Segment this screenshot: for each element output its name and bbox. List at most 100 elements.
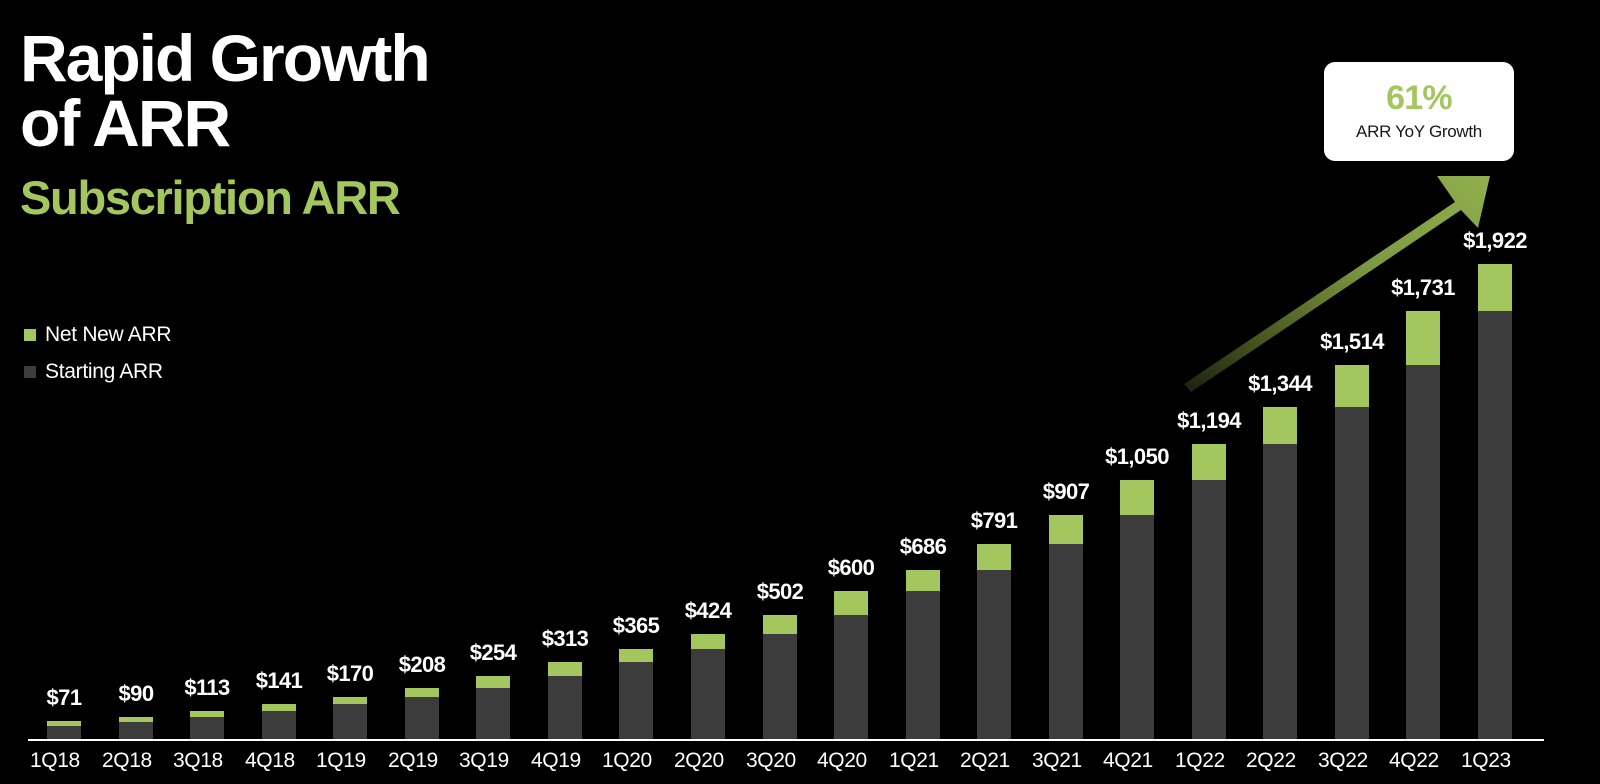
bar-segment-starting-arr bbox=[548, 676, 582, 739]
bar-stack bbox=[977, 543, 1011, 739]
page-subtitle: Subscription ARR bbox=[20, 171, 401, 225]
page-title-line-1: Rapid Growth bbox=[20, 21, 431, 95]
x-axis-tick-3q18: 3Q18 bbox=[173, 749, 223, 772]
bar-value-label-1q22: $1,194 bbox=[1177, 408, 1241, 434]
x-axis-tick-1q20: 1Q20 bbox=[602, 749, 652, 772]
callout-caption: ARR YoY Growth bbox=[1356, 122, 1482, 141]
x-axis-tick-1q21: 1Q21 bbox=[889, 749, 939, 772]
page-title-line-2: of ARR bbox=[20, 85, 231, 160]
bar-value-label-3q20: $502 bbox=[756, 579, 804, 605]
bar-segment-starting-arr bbox=[1478, 311, 1512, 739]
bar-segment-starting-arr bbox=[691, 648, 725, 739]
bar-stack bbox=[476, 676, 510, 739]
bar-segment-net-new-arr bbox=[1263, 407, 1297, 445]
legend-label-starting-arr: Starting ARR bbox=[45, 360, 163, 383]
bar-value-label-3q19: $254 bbox=[469, 640, 517, 666]
x-axis-tick-1q23: 1Q23 bbox=[1461, 749, 1511, 772]
bar-segment-net-new-arr bbox=[763, 615, 797, 635]
bar-segment-starting-arr bbox=[405, 697, 439, 739]
bar-segment-net-new-arr bbox=[333, 697, 367, 705]
bar-segment-starting-arr bbox=[1120, 514, 1154, 739]
x-axis-tick-3q20: 3Q20 bbox=[746, 749, 796, 772]
x-axis-tick-2q21: 2Q21 bbox=[960, 749, 1010, 772]
x-axis-tick-3q21: 3Q21 bbox=[1032, 749, 1082, 772]
x-axis-tick-1q19: 1Q19 bbox=[316, 749, 366, 772]
bar-segment-net-new-arr bbox=[1192, 444, 1226, 480]
bar-segment-starting-arr bbox=[47, 726, 81, 739]
bar-stack bbox=[119, 716, 153, 739]
bar-value-label-4q19: $313 bbox=[541, 625, 589, 651]
bar-value-label-2q22: $1,344 bbox=[1248, 371, 1312, 397]
bar-stack bbox=[47, 721, 81, 739]
bar-segment-net-new-arr bbox=[190, 711, 224, 717]
x-axis-line bbox=[28, 739, 1544, 741]
bar-segment-net-new-arr bbox=[906, 569, 940, 591]
bar-value-label-4q18: $141 bbox=[255, 668, 303, 694]
callout-value: 61% bbox=[1386, 79, 1452, 117]
bar-segment-starting-arr bbox=[119, 721, 153, 739]
chart-legend: Net New ARR Starting ARR bbox=[24, 322, 172, 396]
bar-stack bbox=[333, 697, 367, 739]
bar-segment-net-new-arr bbox=[1406, 311, 1440, 366]
bar-segment-starting-arr bbox=[1406, 365, 1440, 739]
x-axis-tick-2q19: 2Q19 bbox=[388, 749, 438, 772]
bar-value-label-3q22: $1,514 bbox=[1320, 329, 1384, 355]
bar-segment-net-new-arr bbox=[262, 704, 296, 712]
bar-segment-starting-arr bbox=[476, 687, 510, 739]
legend-item-net-new-arr: Net New ARR bbox=[24, 322, 172, 348]
bar-stack bbox=[1049, 514, 1083, 739]
bar-segment-starting-arr bbox=[262, 711, 296, 739]
bar-segment-starting-arr bbox=[834, 615, 868, 739]
x-axis-tick-4q22: 4Q22 bbox=[1389, 749, 1439, 772]
bar-stack bbox=[1406, 311, 1440, 739]
bar-segment-net-new-arr bbox=[619, 648, 653, 662]
bar-stack bbox=[1335, 365, 1369, 739]
headline-block: Rapid Growth of ARR Subscription ARR bbox=[20, 21, 640, 225]
bar-stack bbox=[548, 661, 582, 739]
bar-segment-starting-arr bbox=[1049, 543, 1083, 739]
bar-value-label-2q18: $90 bbox=[118, 680, 155, 706]
bar-stack bbox=[405, 687, 439, 739]
x-axis-tick-4q18: 4Q18 bbox=[245, 749, 295, 772]
bar-segment-starting-arr bbox=[1192, 479, 1226, 739]
bar-segment-starting-arr bbox=[1263, 444, 1297, 739]
bar-segment-starting-arr bbox=[619, 661, 653, 739]
bar-segment-starting-arr bbox=[333, 704, 367, 739]
bar-segment-net-new-arr bbox=[119, 716, 153, 722]
x-axis-tick-4q19: 4Q19 bbox=[531, 749, 581, 772]
bar-segment-starting-arr bbox=[906, 590, 940, 739]
bar-stack bbox=[190, 711, 224, 739]
yoy-growth-callout: 61% ARR YoY Growth bbox=[1324, 62, 1514, 161]
bar-stack bbox=[1478, 264, 1512, 739]
bar-value-label-4q20: $600 bbox=[827, 554, 875, 580]
bar-segment-net-new-arr bbox=[1049, 514, 1083, 544]
bar-stack bbox=[1263, 407, 1297, 739]
legend-swatch-icon-starting-arr bbox=[24, 366, 36, 378]
bar-value-label-1q19: $170 bbox=[326, 661, 374, 687]
bar-stack bbox=[619, 648, 653, 739]
bar-segment-starting-arr bbox=[763, 634, 797, 739]
bar-value-label-1q23: $1,922 bbox=[1463, 228, 1527, 254]
bar-segment-net-new-arr bbox=[548, 661, 582, 677]
legend-swatch-icon-net-new-arr bbox=[24, 329, 36, 341]
bar-segment-net-new-arr bbox=[691, 634, 725, 649]
bar-value-label-4q21: $1,050 bbox=[1105, 443, 1169, 469]
bar-value-label-1q20: $365 bbox=[612, 612, 660, 638]
bar-value-label-2q21: $791 bbox=[970, 507, 1018, 533]
x-axis-tick-1q18: 1Q18 bbox=[30, 749, 80, 772]
bar-segment-net-new-arr bbox=[1478, 264, 1512, 312]
bar-segment-net-new-arr bbox=[1335, 365, 1369, 408]
x-axis-tick-4q20: 4Q20 bbox=[817, 749, 867, 772]
bar-segment-net-new-arr bbox=[834, 590, 868, 616]
legend-label-net-new-arr: Net New ARR bbox=[45, 323, 172, 346]
bar-value-label-4q22: $1,731 bbox=[1391, 275, 1455, 301]
bar-segment-net-new-arr bbox=[405, 687, 439, 697]
bar-segment-net-new-arr bbox=[47, 721, 81, 727]
bar-stack bbox=[1192, 444, 1226, 739]
bar-segment-net-new-arr bbox=[1120, 479, 1154, 515]
x-axis-tick-3q19: 3Q19 bbox=[459, 749, 509, 772]
x-axis-tick-1q22: 1Q22 bbox=[1175, 749, 1225, 772]
bar-value-label-3q18: $113 bbox=[184, 675, 230, 701]
bar-stack bbox=[691, 634, 725, 739]
